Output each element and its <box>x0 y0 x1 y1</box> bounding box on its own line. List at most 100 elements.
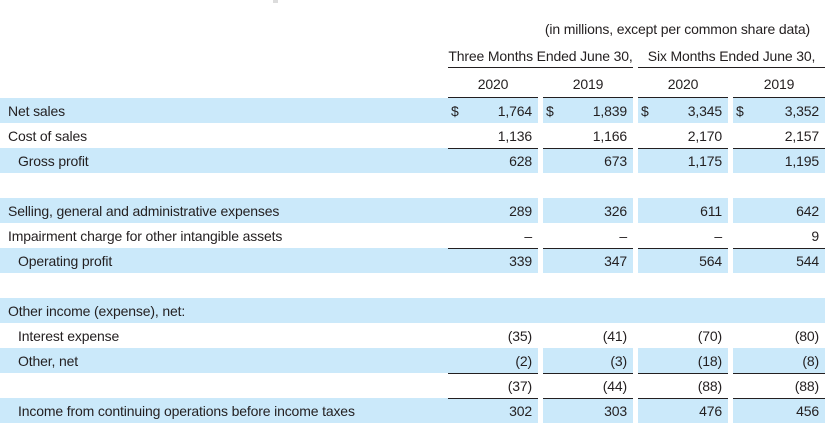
value-cell: (88) <box>638 373 728 398</box>
cell-value: 9 <box>811 227 819 244</box>
spacer-row <box>0 173 825 198</box>
value-cell: 1,136 <box>448 123 538 148</box>
value-cell: (2) <box>448 348 538 373</box>
value-cell: – <box>448 223 538 248</box>
table-row: Gross profit 628 673 1,175 1,195 <box>0 148 825 173</box>
cell-value: (3) <box>610 352 627 369</box>
cell-value: 339 <box>509 253 532 269</box>
year-header: 2019 <box>733 68 825 98</box>
value-cell: (70) <box>638 323 728 348</box>
cell-value: 302 <box>509 403 532 419</box>
table-row: Cost of sales 1,136 1,166 2,170 2,157 <box>0 123 825 148</box>
value-cell: 456 <box>733 398 825 423</box>
cell-value: (35) <box>507 327 532 344</box>
table-body: Net sales $1,764 $1,839 $3,345 $3,352 Cost of… <box>0 98 825 423</box>
value-cell: 1,175 <box>638 148 728 173</box>
cell-value: (37) <box>507 378 532 394</box>
cell-value: (41) <box>602 327 627 344</box>
value-cell: 476 <box>638 398 728 423</box>
column-group-label: Six Months Ended June 30, <box>647 48 816 64</box>
table-row: Selling, general and administrative expe… <box>0 198 825 223</box>
value-cell: (44) <box>543 373 633 398</box>
value-cell: (80) <box>733 323 825 348</box>
value-cell: – <box>638 223 728 248</box>
cell-value: 544 <box>796 253 819 269</box>
cell-value: 326 <box>604 202 627 219</box>
value-cell: (35) <box>448 323 538 348</box>
cell-value: 1,764 <box>497 102 532 119</box>
value-cell: 9 <box>733 223 825 248</box>
table-row: Interest expense (35) (41) (70) (80) <box>0 323 825 348</box>
cell-value: 347 <box>604 253 627 269</box>
value-cell: 302 <box>448 398 538 423</box>
cell-value: 476 <box>699 403 722 419</box>
row-label <box>0 373 448 398</box>
cell-value: (2) <box>515 352 532 369</box>
value-cell: 611 <box>638 198 728 223</box>
caption-row: (in millions, except per common share da… <box>0 0 825 40</box>
dollar-sign: $ <box>736 102 744 119</box>
cell-value: 564 <box>699 253 722 269</box>
table-row: Other income (expense), net: <box>0 298 825 323</box>
row-label: Interest expense <box>18 327 120 344</box>
year-header: 2020 <box>638 68 728 98</box>
value-cell: 347 <box>543 248 633 273</box>
row-label: Selling, general and administrative expe… <box>0 198 448 223</box>
row-label: Net sales <box>0 98 448 123</box>
value-cell: 289 <box>448 198 538 223</box>
value-cell: 1,166 <box>543 123 633 148</box>
cell-value: (88) <box>697 378 722 394</box>
value-cell: $3,352 <box>733 98 825 123</box>
value-cell: (3) <box>543 348 633 373</box>
table-row: (37) (44) (88) (88) <box>0 373 825 398</box>
cell-value: (88) <box>794 378 819 394</box>
column-group-header-six-months: Six Months Ended June 30, <box>638 40 825 68</box>
column-group-label: Three Months Ended June 30, <box>448 48 633 64</box>
value-cell: (37) <box>448 373 538 398</box>
cell-value: (70) <box>697 327 722 344</box>
cell-value: 1,136 <box>497 127 532 144</box>
value-cell: 303 <box>543 398 633 423</box>
spacer-row <box>0 273 825 298</box>
units-caption: (in millions, except per common share da… <box>544 21 810 37</box>
cell-value: 303 <box>604 403 627 419</box>
value-cell: 544 <box>733 248 825 273</box>
value-cell: $1,764 <box>448 98 538 123</box>
section-label: Other income (expense), net: <box>0 298 825 323</box>
row-label: Other, net <box>0 348 448 373</box>
cell-value: – <box>524 227 532 244</box>
cell-value: 2,157 <box>784 127 819 144</box>
value-cell: 642 <box>733 198 825 223</box>
value-cell: 326 <box>543 198 633 223</box>
cell-value: – <box>714 227 722 244</box>
cell-value: 673 <box>604 153 627 169</box>
table-row: Impairment charge for other intangible a… <box>0 223 825 248</box>
cell-value: (18) <box>697 352 722 369</box>
dollar-sign: $ <box>451 102 459 119</box>
cell-value: 1,195 <box>784 153 819 169</box>
row-label: Impairment charge for other intangible a… <box>8 227 283 244</box>
table-row: Other, net (2) (3) (18) (8) <box>0 348 825 373</box>
table-row: Income from continuing operations before… <box>0 398 825 423</box>
table-row: Operating profit 339 347 564 544 <box>0 248 825 273</box>
column-group-row: Three Months Ended June 30, Six Months E… <box>0 40 825 68</box>
column-group-header-three-months: Three Months Ended June 30, <box>448 40 633 68</box>
year-header-row: 2020 2019 2020 2019 <box>0 68 825 98</box>
cell-value: (80) <box>794 327 819 344</box>
value-cell: 628 <box>448 148 538 173</box>
row-label: Operating profit <box>0 248 448 273</box>
value-cell: (41) <box>543 323 633 348</box>
cell-value: 628 <box>509 153 532 169</box>
value-cell: 2,157 <box>733 123 825 148</box>
row-label: Cost of sales <box>8 127 87 144</box>
table-row: Net sales $1,764 $1,839 $3,345 $3,352 <box>0 98 825 123</box>
year-header: 2019 <box>543 68 633 98</box>
crop-artifact <box>273 0 278 3</box>
value-cell: $1,839 <box>543 98 633 123</box>
value-cell: 673 <box>543 148 633 173</box>
cell-value: 3,345 <box>687 102 722 119</box>
cell-value: 3,352 <box>784 102 819 119</box>
value-cell: 1,195 <box>733 148 825 173</box>
cell-value: 1,839 <box>592 102 627 119</box>
